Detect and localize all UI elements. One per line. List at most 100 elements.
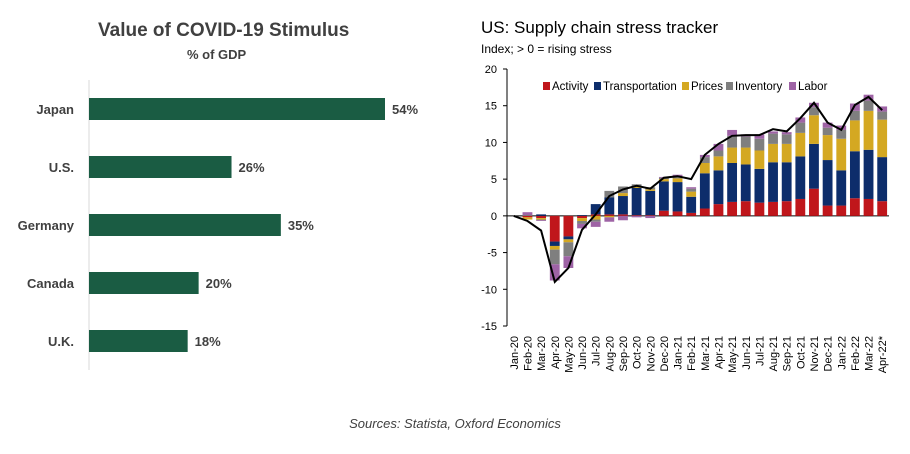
supply-bar-segment-prices: [658, 179, 669, 182]
supply-bar-segment-transportation: [768, 162, 778, 202]
supply-bar-segment-transportation: [631, 187, 642, 216]
supply-bar-segment-activity: [754, 202, 765, 216]
supply-bar-segment-transportation: [754, 168, 765, 203]
supply-y-tick-label: -15: [481, 321, 497, 333]
supply-bar-segment-prices: [522, 217, 533, 220]
supply-x-tick-label: Dec-20: [659, 336, 671, 371]
supply-bar-segment-prices: [645, 189, 656, 191]
supply-bar-segment-transportation: [795, 156, 806, 199]
supply-bar-segment-labor: [645, 215, 656, 219]
supply-bar-segment-transportation: [877, 157, 888, 202]
supply-bar-segment-activity: [577, 215, 587, 219]
supply-bar-segment-activity: [563, 215, 574, 237]
supply-y-tick-label: 15: [485, 101, 497, 113]
supply-bar-segment-labor: [522, 212, 533, 216]
supply-legend-swatch: [682, 82, 689, 90]
supply-legend-label: Transportation: [603, 81, 677, 93]
supply-bar-segment-labor: [563, 256, 574, 268]
supply-legend-swatch: [726, 82, 733, 90]
supply-legend-swatch: [789, 82, 796, 90]
supply-x-tick-label: Jan-21: [673, 336, 685, 370]
supply-bar-segment-activity: [699, 208, 710, 216]
supply-x-tick-label: Feb-22: [850, 336, 862, 371]
supply-bar-segment-activity: [672, 211, 683, 216]
supply-bar-segment-transportation: [672, 182, 683, 212]
supply-y-tick-label: 20: [485, 64, 497, 76]
stimulus-bar-plot: Japan 54% U.S. 26% Germany 35% Canada 20% U.K. 18…: [18, 80, 418, 370]
stimulus-category-label: U.K.: [48, 334, 74, 349]
supply-bar-segment-prices: [672, 178, 683, 183]
supply-x-tick-label: May-20: [563, 336, 575, 373]
stimulus-chart-title: Value of COVID-19 Stimulus: [98, 20, 350, 41]
supply-bar-segment-activity: [809, 188, 819, 216]
supply-x-tick-label: Jun-21: [741, 336, 753, 370]
supply-bar-segment-inventory: [849, 110, 860, 121]
supply-bar-segment-inventory: [713, 150, 724, 157]
supply-bar-segment-transportation: [849, 151, 860, 199]
supply-chain-stacked-plot: -15 -10 -5 0 5 10 15 20 Jan-20 Feb-20 Mar-20 Apr-20…: [481, 64, 889, 373]
supply-bar-segment-activity: [863, 198, 874, 216]
supply-bar-segment-prices: [577, 218, 587, 221]
supply-bar-segment-prices: [686, 191, 697, 197]
supply-bar-segment-inventory: [699, 157, 710, 163]
supply-bar-segment-transportation: [727, 162, 738, 202]
supply-x-tick-label: Aug-21: [768, 336, 780, 371]
supply-bar-segment-labor: [795, 117, 806, 123]
supply-bar-segment-labor: [768, 131, 778, 134]
supply-x-tick-label: Oct-20: [632, 336, 644, 369]
supply-x-tick-label: Aug-20: [604, 336, 616, 371]
supply-bar-segment-labor: [577, 223, 587, 229]
supply-bar-segment-labor: [713, 143, 724, 151]
supply-bar-segment-inventory: [740, 136, 751, 148]
supply-y-tick-label: 10: [485, 137, 497, 149]
supply-bar-segment-transportation: [645, 190, 656, 216]
supply-bar-segment-activity: [618, 214, 628, 216]
supply-bar-segment-prices: [822, 135, 833, 161]
supply-x-tick-label: Oct-21: [795, 336, 807, 369]
supply-bar-segment-labor: [536, 220, 547, 221]
supply-legend-swatch: [594, 82, 601, 90]
supply-x-tick-label: Nov-21: [809, 336, 821, 371]
stimulus-bar: [89, 98, 385, 120]
supply-bar-segment-labor: [849, 103, 860, 111]
supply-bar-segment-prices: [713, 156, 724, 171]
supply-bar-segment-inventory: [822, 127, 833, 136]
supply-bar-segment-inventory: [727, 135, 738, 148]
supply-bar-segment-inventory: [686, 188, 697, 192]
supply-bar-segment-prices: [781, 143, 792, 163]
supply-bar-segment-activity: [740, 201, 751, 216]
supply-bar-segment-prices: [590, 215, 601, 220]
supply-bar-segment-transportation: [863, 149, 874, 199]
supply-bar-segment-prices: [549, 245, 560, 250]
stimulus-value-label: 35%: [288, 218, 314, 233]
supply-x-tick-label: Jan-20: [509, 336, 521, 370]
supply-x-tick-label: Apr-22*: [877, 335, 889, 373]
supply-chain-chart-title: US: Supply chain stress tracker: [481, 18, 719, 37]
supply-total-line: [513, 95, 883, 284]
supply-bar-segment-prices: [699, 162, 710, 174]
supply-bar-segment-inventory: [795, 122, 806, 133]
supply-x-tick-label: Apr-20: [550, 336, 562, 369]
supply-bar-segment-labor: [686, 187, 697, 189]
supply-bar-segment-inventory: [536, 219, 547, 221]
supply-y-tick-label: -5: [487, 248, 497, 260]
stimulus-bar: [89, 272, 199, 294]
supply-bar-segment-activity: [822, 205, 833, 216]
supply-bar-segment-labor: [822, 122, 833, 128]
supply-x-tick-label: May-21: [727, 336, 739, 373]
supply-bar-segment-inventory: [604, 190, 615, 198]
supply-bar-segment-activity: [849, 198, 860, 216]
supply-legend-label: Activity: [552, 81, 589, 93]
supply-bar-segment-transportation: [577, 215, 587, 216]
stimulus-value-label: 54%: [392, 102, 418, 117]
supply-bar-segment-transportation: [618, 196, 628, 215]
supply-bar-segment-activity: [658, 210, 669, 216]
supply-x-tick-label: Dec-21: [823, 336, 835, 371]
supply-y-tick-label: 0: [491, 211, 497, 223]
supply-legend-label: Labor: [798, 81, 828, 93]
supply-bar-segment-inventory: [549, 249, 560, 265]
supply-bar-segment-labor: [631, 215, 642, 218]
supply-bar-segment-prices: [618, 193, 628, 197]
supply-x-tick-label: Jul-20: [591, 336, 603, 366]
supply-bar-segment-prices: [754, 150, 765, 169]
